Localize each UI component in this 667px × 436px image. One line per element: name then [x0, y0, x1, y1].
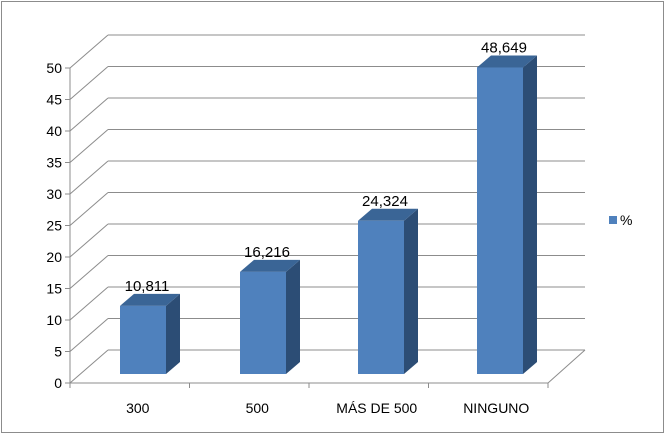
gridline-diagonal: [70, 224, 108, 257]
bar-side: [523, 56, 537, 374]
gridline-diagonal: [70, 350, 108, 383]
x-tick-labels: 300 500 MÁS DE 500 NINGUNO: [126, 400, 529, 416]
floor-edge: [548, 350, 585, 383]
bar: [240, 272, 286, 374]
x-tick-label: MÁS DE 500: [336, 400, 417, 416]
legend: %: [609, 212, 632, 228]
x-tick-label: 500: [246, 400, 270, 416]
bar: [358, 221, 404, 374]
gridline-diagonal: [70, 287, 108, 320]
y-tick-label: 25: [46, 218, 62, 234]
bar-side: [166, 294, 180, 374]
gridline-diagonal: [70, 67, 108, 100]
x-tick-label: 300: [126, 400, 150, 416]
data-labels: 10,811 16,216 24,324 48,649: [125, 40, 527, 295]
y-tick-label: 35: [46, 155, 62, 171]
y-tick-label: 15: [46, 281, 62, 297]
y-tick-label: 40: [46, 123, 62, 139]
legend-label: %: [620, 212, 632, 228]
y-tick-label: 50: [46, 60, 62, 76]
y-tick-label: 0: [54, 375, 62, 391]
y-tick-label: 10: [46, 312, 62, 328]
y-tick-labels: 0 5 10 15 20 25 30 35 40 45 50: [46, 60, 62, 391]
y-tick-label: 20: [46, 249, 62, 265]
y-tick-label: 45: [46, 92, 62, 108]
gridline-diagonal: [70, 130, 108, 163]
bar-side: [404, 209, 418, 374]
data-label: 24,324: [362, 193, 408, 210]
bar: [477, 68, 523, 374]
data-label: 48,649: [481, 40, 527, 57]
gridline-diagonal: [70, 256, 108, 289]
gridline-diagonal: [70, 319, 108, 352]
gridline-diagonal: [70, 161, 108, 194]
data-label: 16,216: [244, 244, 290, 261]
data-label: 10,811: [125, 278, 170, 295]
x-tick-label: NINGUNO: [463, 400, 529, 416]
y-tick-label: 5: [54, 344, 62, 360]
bar-side: [286, 260, 300, 374]
gridline-diagonal: [70, 98, 108, 131]
gridline-diagonal: [70, 193, 108, 226]
bar: [120, 306, 166, 374]
gridline-diagonal: [70, 35, 108, 68]
bars: [120, 56, 537, 374]
legend-swatch: [609, 216, 617, 224]
y-tick-label: 30: [46, 186, 62, 202]
